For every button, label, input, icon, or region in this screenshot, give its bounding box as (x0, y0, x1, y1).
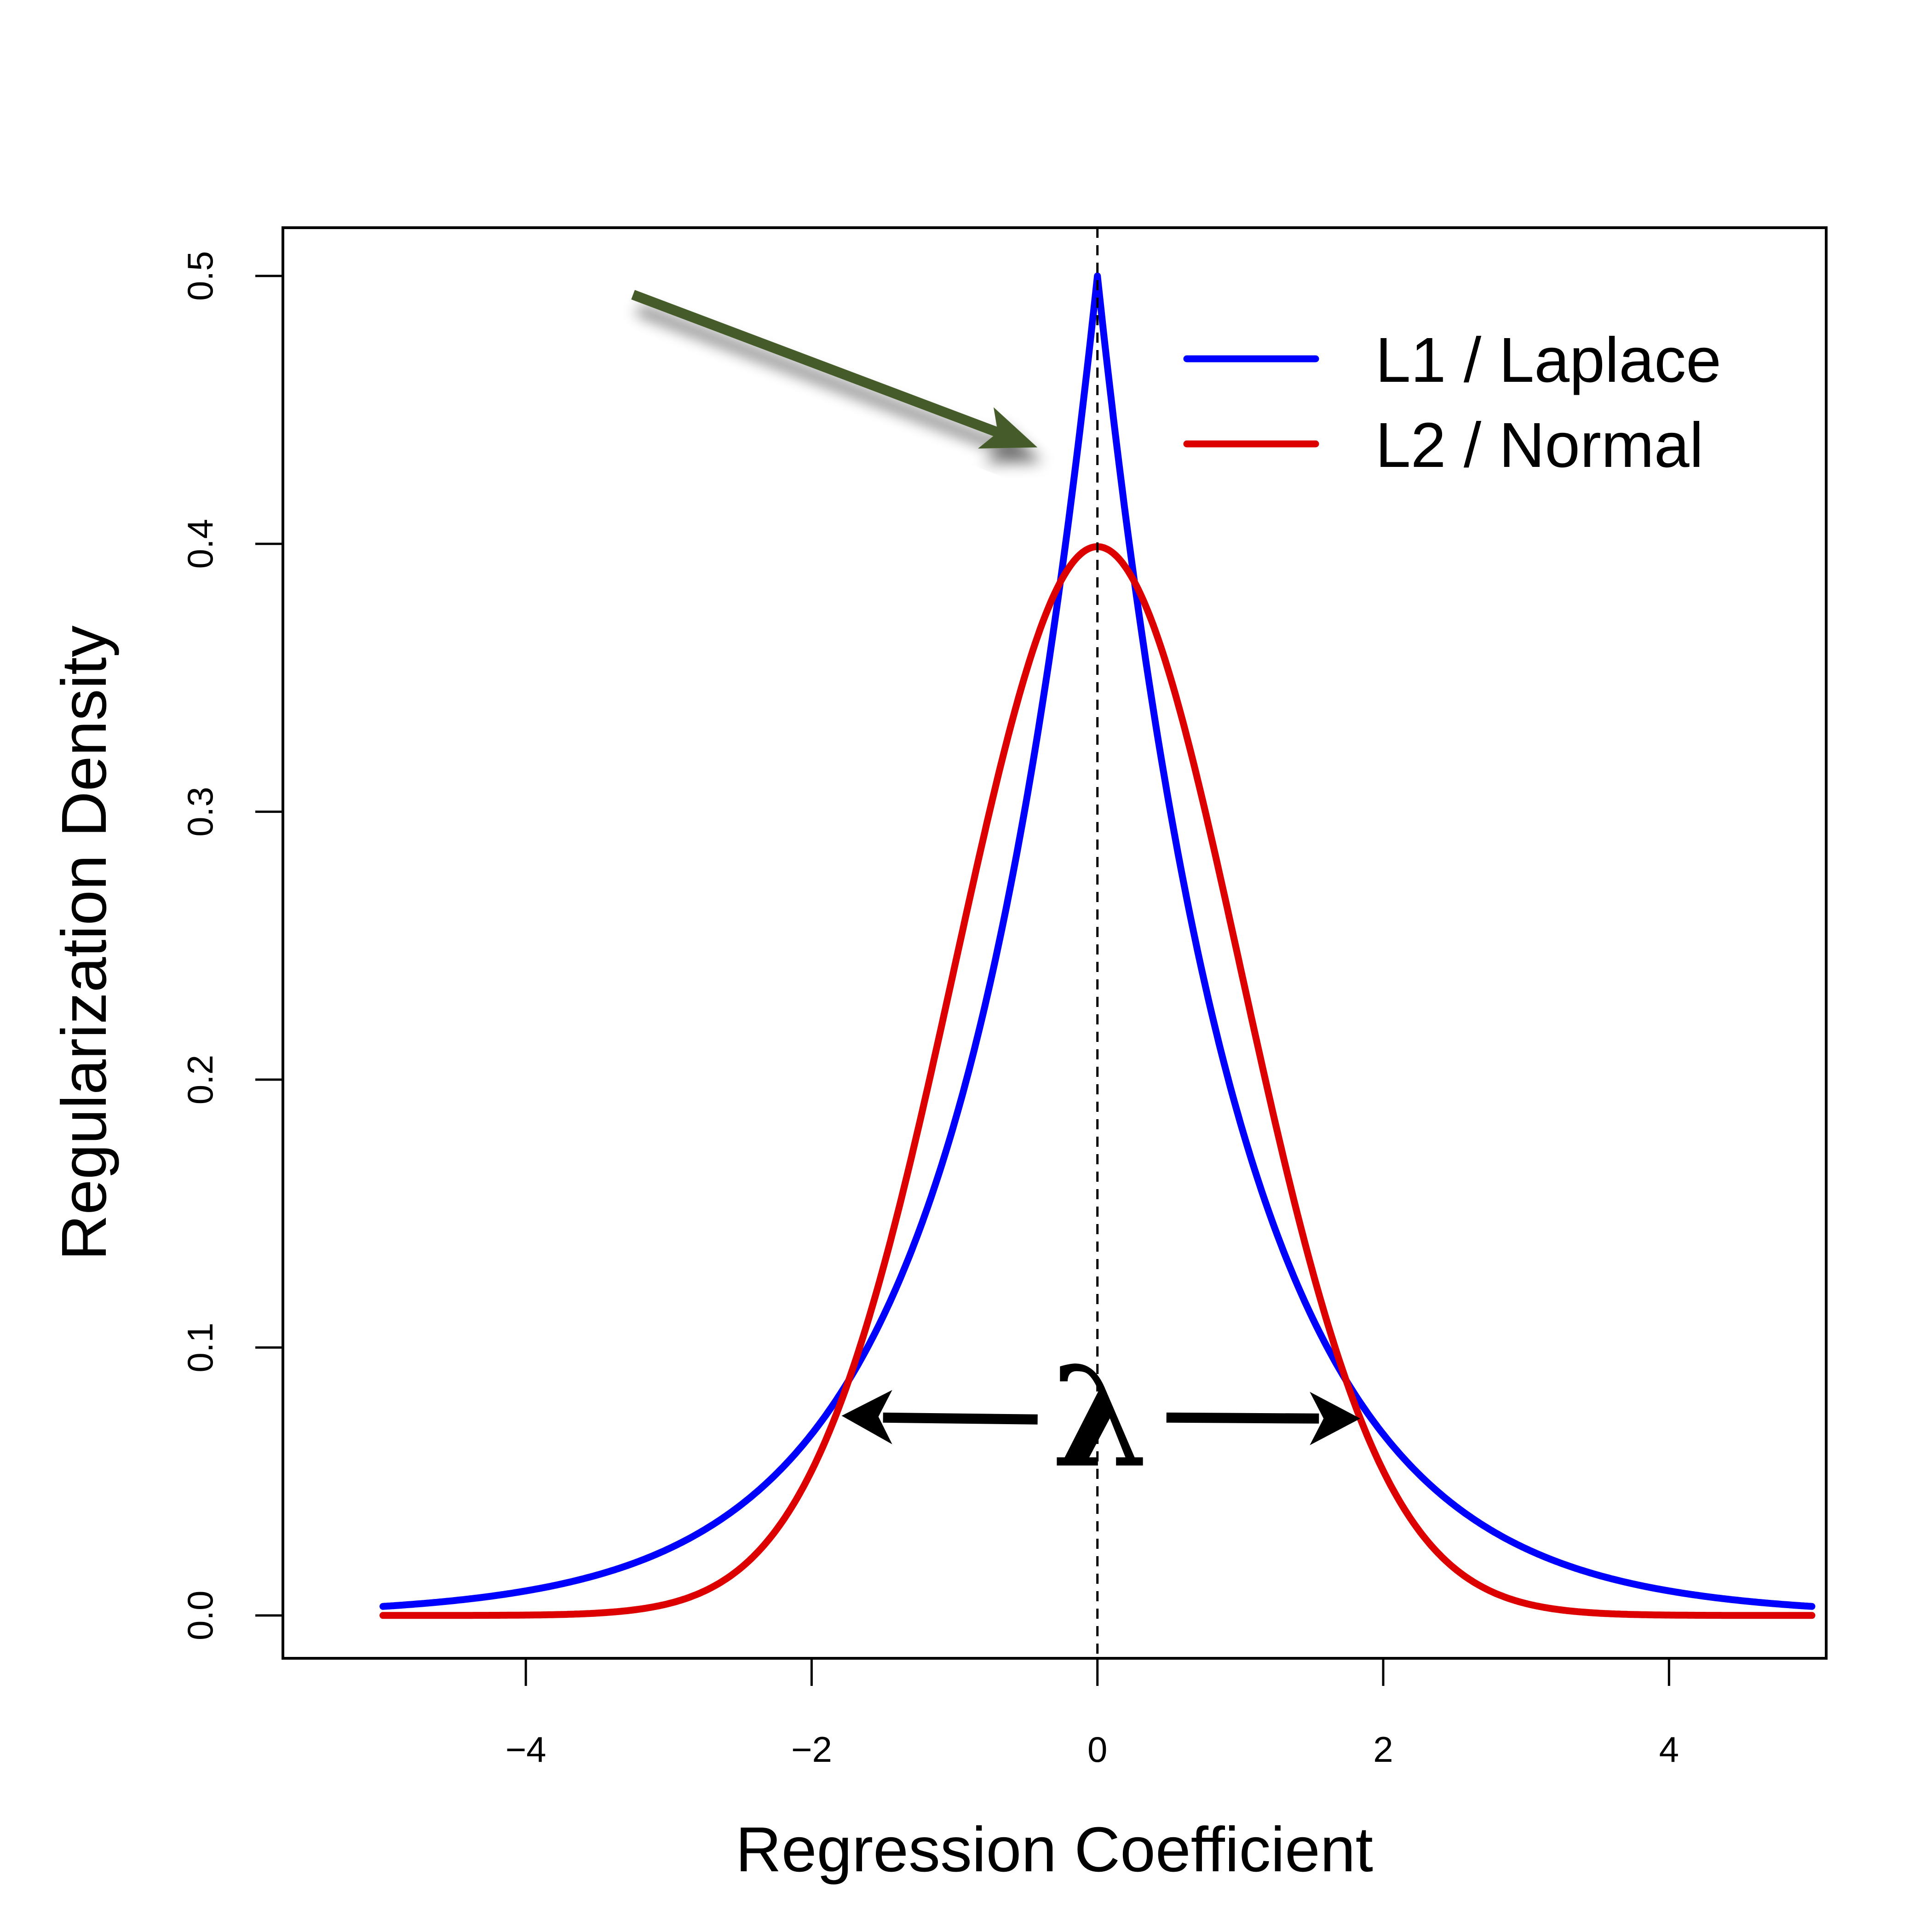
x-tick-label: 4 (1659, 1729, 1679, 1770)
x-tick-label: 2 (1373, 1729, 1393, 1770)
x-axis-title: Regression Coefficient (736, 1814, 1373, 1885)
annotation-layer: λ (631, 290, 1361, 1498)
series-line-l1-laplace (380, 272, 1816, 1610)
lambda-arrow-left-head (841, 1390, 892, 1444)
y-tick-label: 0.0 (180, 1591, 220, 1640)
y-tick-label: 0.2 (180, 1055, 220, 1104)
lambda-arrow-right-shaft (1166, 1412, 1319, 1424)
x-tick-label: −2 (791, 1729, 832, 1770)
lambda-arrow-right-head (1310, 1392, 1361, 1445)
x-tick-label: −4 (506, 1729, 546, 1770)
lambda-label: λ (1052, 1336, 1149, 1498)
y-axis-title: Regularization Density (49, 626, 120, 1261)
y-tick-label: 0.3 (180, 787, 220, 836)
pointer-arrow-head (978, 407, 1038, 449)
y-axis: 0.0 0.1 0.2 0.3 0.4 0.5 (180, 251, 284, 1640)
legend: L1 / Laplace L2 / Normal (1183, 325, 1721, 481)
x-tick-label: 0 (1087, 1729, 1107, 1770)
pointer-arrow-shaft (631, 290, 1000, 438)
y-tick-label: 0.4 (180, 519, 220, 569)
y-tick-label: 0.1 (180, 1322, 220, 1372)
x-axis: −4 −2 0 2 4 (506, 1657, 1679, 1770)
lambda-double-arrow (841, 1390, 1361, 1445)
legend-label: L1 / Laplace (1375, 325, 1721, 396)
pointer-arrow (631, 290, 1038, 449)
legend-label: L2 / Normal (1375, 410, 1703, 481)
y-tick-label: 0.5 (180, 251, 220, 301)
lambda-arrow-left-shaft (883, 1412, 1038, 1425)
